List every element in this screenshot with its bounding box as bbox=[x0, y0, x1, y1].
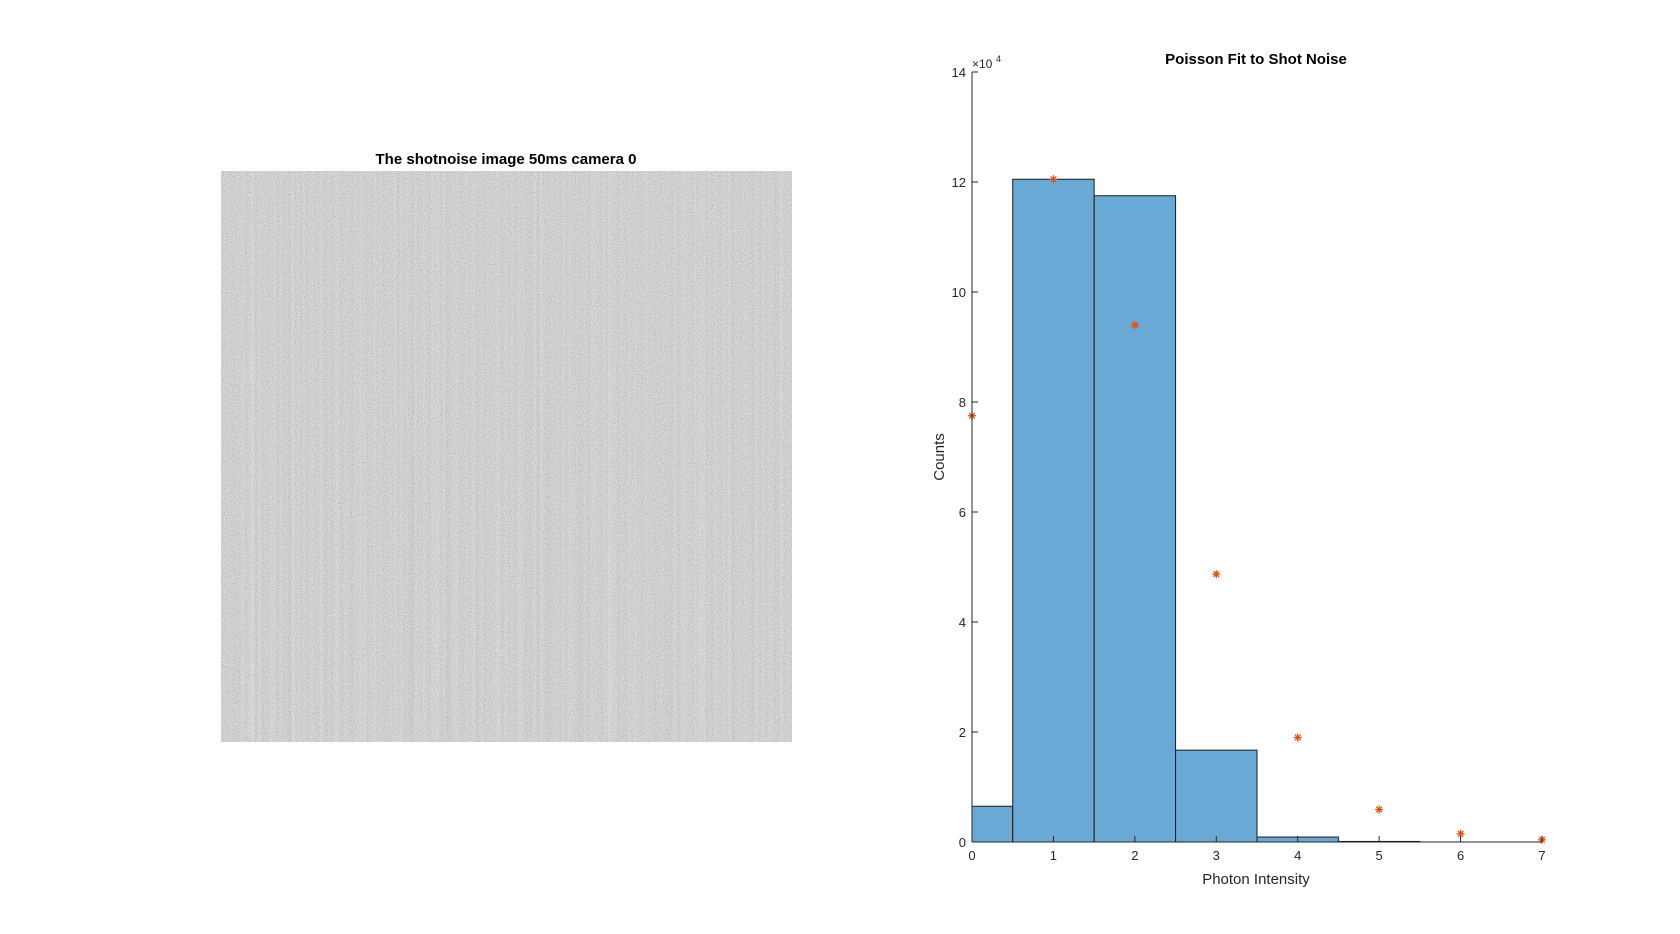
x-axis-label: Photon Intensity bbox=[1202, 871, 1310, 888]
fit-point-5 bbox=[1375, 805, 1384, 814]
histogram-bars bbox=[972, 178, 1421, 842]
y-tick-label-4: 4 bbox=[959, 615, 966, 630]
x-tick-label-3: 3 bbox=[1213, 848, 1220, 863]
chart-title: Poisson Fit to Shot Noise bbox=[1165, 51, 1347, 68]
histogram-chart: Poisson Fit to Shot Noise 0 1 2 3 4 5 6 7024681… bbox=[931, 51, 1546, 888]
image-panel: The shotnoise image 50ms camera 0 bbox=[221, 151, 792, 742]
y-tick-label-14: 14 bbox=[952, 65, 966, 80]
y-tick-label-6: 6 bbox=[959, 505, 966, 520]
fit-point-2 bbox=[1130, 321, 1139, 329]
x-tick-label-6: 6 bbox=[1457, 848, 1464, 863]
axes bbox=[971, 72, 1542, 843]
x-tick-label-0: 0 bbox=[968, 848, 975, 863]
y-exponent-power: 4 bbox=[996, 54, 1001, 64]
image-title: The shotnoise image 50ms camera 0 bbox=[376, 151, 637, 168]
y-axis-label: Counts bbox=[931, 433, 948, 481]
y-tick-label-2: 2 bbox=[959, 725, 966, 740]
y-tick-label-8: 8 bbox=[959, 395, 966, 410]
x-tick-label-4: 4 bbox=[1294, 848, 1301, 863]
x-tick-label-5: 5 bbox=[1376, 848, 1383, 863]
histogram-bar-0 bbox=[972, 805, 1014, 842]
fit-point-1 bbox=[1049, 175, 1058, 184]
histogram-bar-3 bbox=[1175, 749, 1258, 842]
x-tick-label-1: 1 bbox=[1050, 848, 1057, 863]
y-tick-label-12: 12 bbox=[952, 175, 966, 190]
fit-point-4 bbox=[1293, 733, 1302, 742]
histogram-bar-1 bbox=[1012, 178, 1095, 842]
histogram-bar-2 bbox=[1093, 195, 1177, 842]
y-tick-label-10: 10 bbox=[952, 285, 966, 300]
x-tick-label-2: 2 bbox=[1131, 848, 1138, 863]
y-tick-label-0: 0 bbox=[959, 835, 966, 850]
y-exponent: ×10 4 bbox=[972, 54, 1001, 71]
y-exponent-base: ×10 bbox=[972, 57, 993, 71]
x-tick-label-7: 7 bbox=[1538, 848, 1545, 863]
fit-point-3 bbox=[1212, 570, 1221, 579]
